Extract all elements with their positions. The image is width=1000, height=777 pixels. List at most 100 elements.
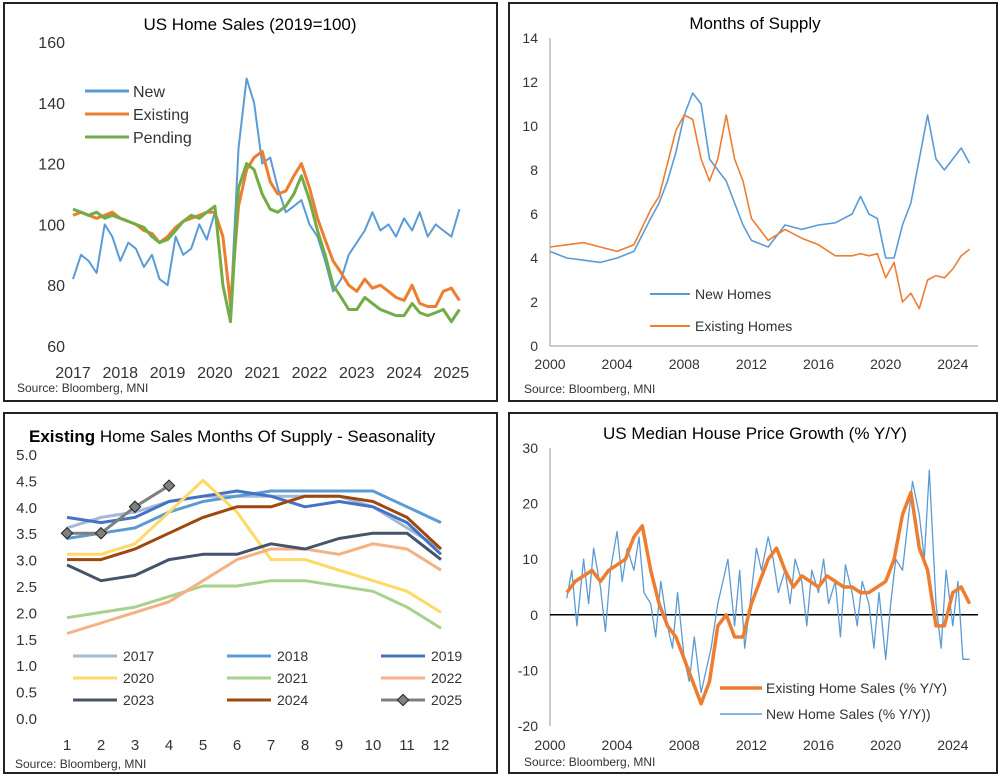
legend-label-2022: 2022: [431, 670, 462, 686]
legend-label-2020: 2020: [123, 670, 154, 686]
series-line-new-home-sales-y-y: [566, 469, 970, 694]
x-tick-label: 2025: [434, 365, 470, 382]
legend-label-2023: 2023: [123, 692, 154, 708]
series-line-2017: [66, 494, 442, 551]
y-tick-label: 0.5: [16, 685, 37, 702]
y-tick-label: 1.0: [16, 658, 37, 675]
x-tick-label: 2016: [803, 356, 834, 372]
x-tick-label: 5: [199, 737, 207, 754]
series-line-pending: [72, 162, 461, 324]
series-marker-2025: [94, 526, 108, 540]
legend-label-existing-home-sales-y-y: Existing Home Sales (% Y/Y): [766, 680, 947, 696]
y-tick-label: 12: [522, 74, 538, 90]
legend-label-pending: Pending: [133, 130, 192, 147]
series-line-2025: [67, 484, 170, 535]
y-tick-label: -10: [518, 662, 538, 678]
y-tick-label: 10: [522, 118, 538, 134]
y-tick-label: 100: [38, 217, 65, 234]
x-tick-label: 2019: [150, 365, 186, 382]
y-tick-label: 60: [47, 339, 65, 356]
y-tick-label: 30: [522, 440, 538, 456]
series-marker-2025: [128, 500, 142, 514]
y-tick-label: 4: [530, 250, 538, 266]
series-line-existing: [72, 149, 461, 308]
series-line-existing-home-sales-y-y: [565, 490, 972, 706]
chart-title: Months of Supply: [689, 14, 821, 33]
legend-label-new-home-sales-y-y: New Home Sales (% Y/Y)): [766, 706, 931, 722]
chart-title: US Home Sales (2019=100): [143, 15, 356, 34]
series-line-2024: [67, 494, 443, 562]
y-tick-label: 8: [530, 162, 538, 178]
price-growth-chart: US Median House Price Growth (% Y/Y) -20 -…: [518, 424, 978, 769]
x-tick-label: 2024: [386, 365, 422, 382]
x-tick-label: 2022: [292, 365, 328, 382]
home-sales-panel: US Home Sales (2019=100) 60 80 100 120 140 160…: [3, 2, 498, 402]
x-tick-label: 2004: [602, 356, 633, 372]
source-note: Source: Bloomberg, MNI: [524, 382, 655, 396]
y-tick-label: 5.0: [16, 447, 37, 464]
months-supply-chart: Months of Supply 0 2 4 6 8 10 12 14 2000 2004 2008 2…: [522, 14, 978, 396]
y-tick-label: 10: [522, 551, 538, 567]
source-note: Source: Bloomberg, MNI: [524, 755, 655, 769]
x-tick-label: 11: [399, 737, 415, 754]
y-tick-label: 80: [47, 278, 65, 295]
x-tick-label: 12: [433, 737, 450, 754]
x-tick-label: 2020: [197, 365, 233, 382]
y-tick-label: 4.0: [16, 500, 37, 517]
chart-title: US Median House Price Growth (% Y/Y): [603, 424, 907, 443]
x-tick-label: 2008: [669, 356, 700, 372]
source-note: Source: Bloomberg, MNI: [15, 757, 146, 771]
home-sales-chart: US Home Sales (2019=100) 60 80 100 120 140 160…: [17, 15, 470, 395]
x-tick-label: 2017: [55, 365, 91, 382]
x-tick-label: 3: [131, 737, 139, 754]
seasonality-chart: Existing Home Sales Months Of Supply - S…: [15, 427, 462, 771]
legend-label-new-homes: New Homes: [695, 286, 771, 302]
x-tick-label: 4: [165, 737, 173, 754]
x-tick-label: 8: [301, 737, 309, 754]
x-tick-label: 10: [365, 737, 382, 754]
x-tick-label: 2: [97, 737, 105, 754]
x-tick-label: 6: [233, 737, 241, 754]
y-tick-label: 2.5: [16, 579, 37, 596]
y-tick-label: 6: [530, 206, 538, 222]
series-line-2020: [67, 478, 442, 614]
series-line-existing-homes: [549, 114, 971, 310]
y-tick-label: 140: [38, 96, 65, 113]
y-tick-label: 4.5: [16, 473, 37, 490]
x-tick-label: 2021: [244, 365, 280, 382]
x-tick-label: 9: [335, 737, 343, 754]
series-line-2022: [66, 542, 442, 635]
x-tick-label: 2000: [534, 737, 565, 753]
y-tick-label: 0.0: [16, 711, 37, 728]
x-tick-label: 2020: [870, 356, 901, 372]
y-tick-label: 20: [522, 496, 538, 512]
y-tick-label: 0: [530, 338, 538, 354]
chart-title-bold: Existing: [29, 427, 95, 446]
series-line-2023: [66, 531, 442, 583]
x-tick-label: 2024: [937, 356, 968, 372]
x-tick-label: 2020: [870, 737, 901, 753]
x-tick-label: 2016: [803, 737, 834, 753]
legend-label-2019: 2019: [431, 648, 462, 664]
x-tick-label: 1: [63, 737, 71, 754]
series-line-new: [72, 77, 461, 311]
x-tick-label: 2000: [534, 356, 565, 372]
y-tick-label: -20: [518, 718, 538, 734]
source-note: Source: Bloomberg, MNI: [17, 381, 148, 395]
series-line-new-homes: [549, 92, 971, 264]
x-tick-label: 2012: [736, 737, 767, 753]
chart-title: Existing Home Sales Months Of Supply - S…: [29, 427, 436, 446]
x-tick-label: 2023: [339, 365, 375, 382]
x-tick-label: 2008: [669, 737, 700, 753]
y-tick-label: 3.5: [16, 526, 37, 543]
legend-label-2021: 2021: [277, 670, 308, 686]
months-supply-panel: Months of Supply 0 2 4 6 8 10 12 14 2000 2004 2008 2…: [508, 2, 998, 402]
legend-label-2018: 2018: [277, 648, 308, 664]
x-tick-label: 2004: [602, 737, 633, 753]
legend-label-2024: 2024: [277, 692, 308, 708]
chart-title-rest: Home Sales Months Of Supply - Seasonalit…: [95, 427, 436, 446]
price-growth-panel: US Median House Price Growth (% Y/Y) -20 -…: [508, 412, 998, 774]
x-tick-label: 2024: [937, 737, 968, 753]
y-tick-label: 2: [530, 294, 538, 310]
legend-label-2025: 2025: [431, 692, 462, 708]
